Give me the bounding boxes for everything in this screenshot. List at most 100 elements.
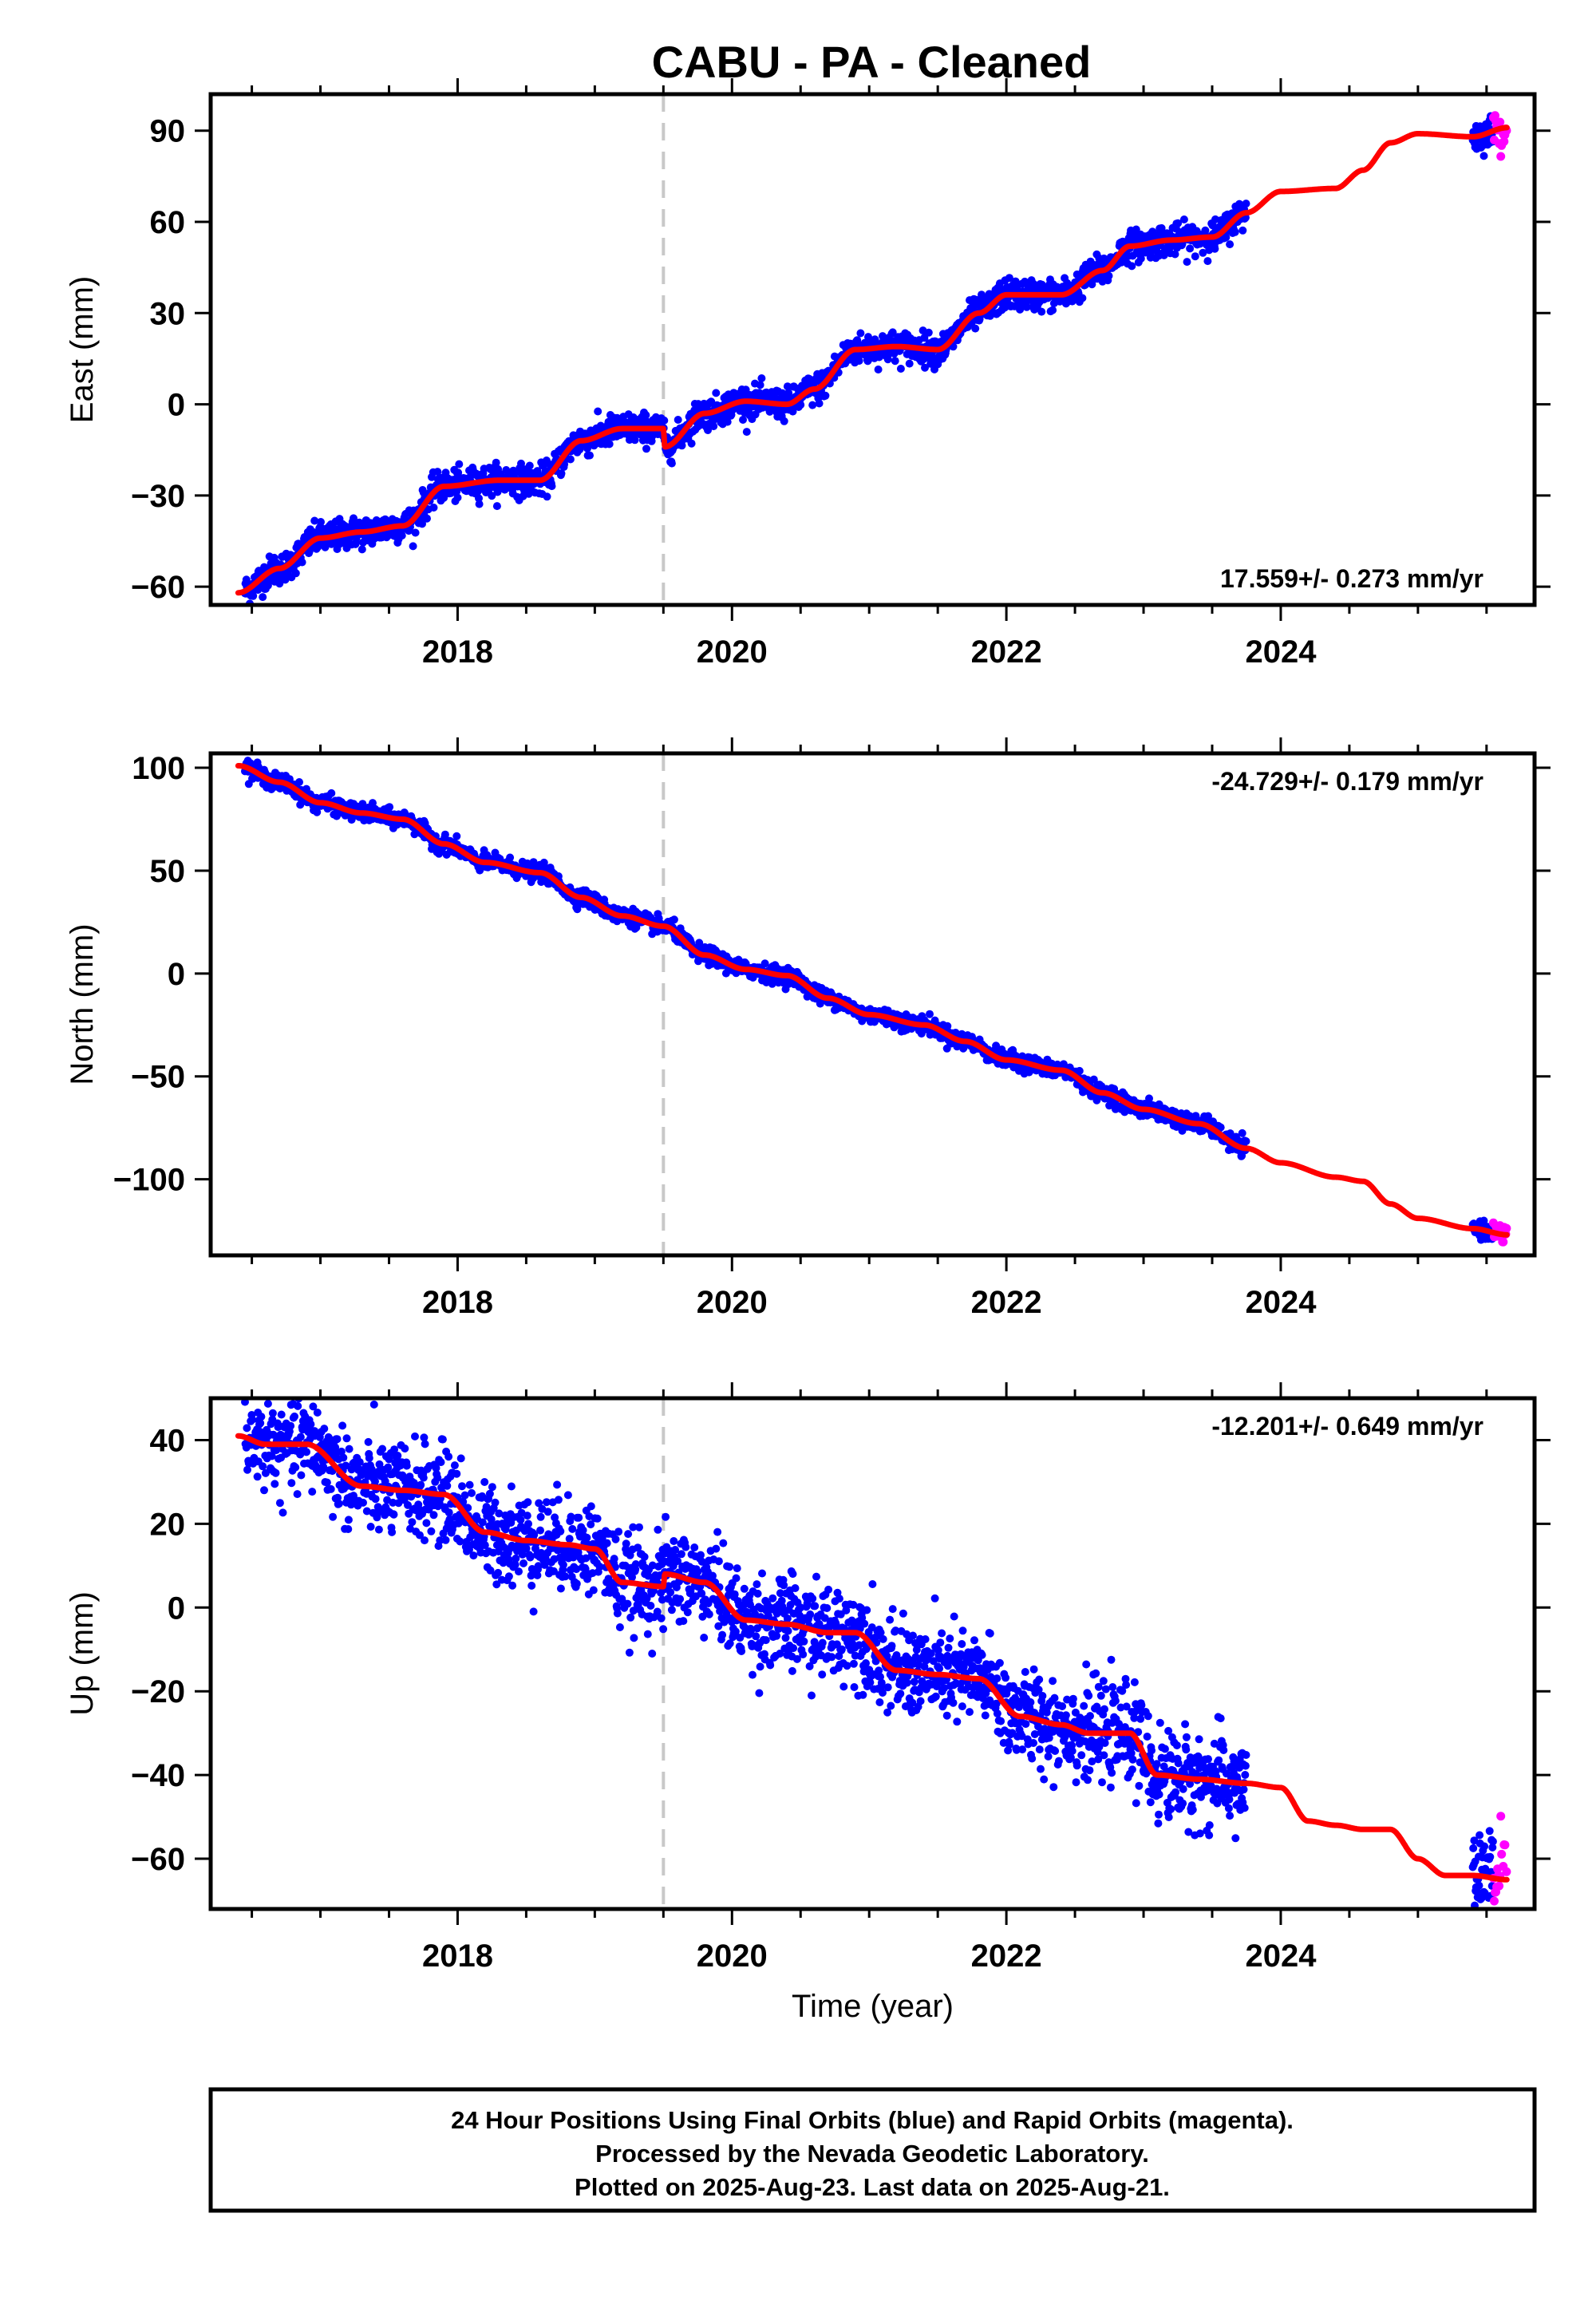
final-orbit-point [339, 1453, 348, 1462]
final-orbit-point [905, 359, 914, 368]
final-orbit-point [1479, 152, 1488, 160]
final-orbit-point [465, 1480, 474, 1489]
final-orbit-point [926, 1010, 934, 1018]
final-orbit-point [421, 1440, 429, 1448]
final-orbit-point [333, 1435, 342, 1444]
final-orbit-point [344, 1516, 353, 1524]
final-orbit-point [320, 1425, 329, 1433]
final-orbit-point [1174, 219, 1183, 227]
rapid-orbit-point [1495, 117, 1505, 127]
final-orbit-point [378, 1445, 387, 1453]
final-orbit-point [441, 1535, 450, 1544]
final-orbit-point [605, 440, 614, 449]
y-tick-label: −30 [131, 479, 185, 514]
final-orbit-point [437, 1458, 445, 1467]
final-orbit-point [271, 1468, 280, 1477]
final-orbit-point [452, 1469, 461, 1478]
final-orbit-point [280, 1383, 288, 1391]
final-orbit-point [297, 1471, 306, 1480]
plot-area [235, 1364, 1511, 1909]
final-orbit-point [757, 374, 766, 382]
final-orbit-point [780, 417, 788, 425]
final-orbit-point [429, 504, 438, 512]
y-tick-label: −60 [131, 1842, 185, 1877]
final-orbit-point [525, 461, 534, 470]
final-orbit-point [429, 1511, 438, 1520]
final-orbit-point [808, 401, 817, 409]
model-curve [235, 763, 1510, 1238]
final-orbit-point [291, 1364, 299, 1372]
x-tick-label: 2024 [1245, 634, 1317, 670]
final-orbit-point [275, 579, 284, 588]
final-orbit-point [409, 542, 417, 551]
final-orbit-point [815, 399, 824, 408]
final-orbit-point [924, 328, 933, 337]
final-orbit-point [389, 1510, 398, 1519]
final-orbit-point [302, 1448, 310, 1456]
final-orbit-point [1136, 255, 1145, 263]
final-orbit-point [971, 324, 980, 333]
final-orbit-point [1183, 258, 1191, 267]
final-orbit-point [401, 1445, 409, 1452]
y-tick-label: 0 [168, 1591, 185, 1626]
final-orbit-point [338, 1421, 347, 1430]
x-tick-label: 2018 [422, 1939, 493, 1974]
final-orbit-point [670, 915, 678, 924]
final-orbit-point [888, 328, 897, 337]
final-orbit-point [259, 1462, 267, 1471]
final-orbit-point [384, 1463, 393, 1472]
final-orbit-point [630, 436, 639, 445]
final-orbit-point [687, 439, 696, 448]
final-orbit-point [468, 1488, 476, 1497]
final-orbit-point [422, 1519, 431, 1528]
final-orbit-point [286, 1421, 295, 1430]
final-orbit-point [257, 1413, 266, 1421]
y-tick-label: 0 [168, 957, 185, 992]
final-orbit-point [344, 1525, 353, 1533]
final-orbit-point [739, 416, 747, 424]
final-orbit-point [342, 1434, 351, 1443]
final-orbit-point [874, 366, 883, 373]
final-orbit-point [294, 1401, 302, 1410]
final-orbit-point [374, 1525, 383, 1534]
final-orbit-point [296, 1433, 305, 1441]
final-orbit-point [1199, 248, 1207, 257]
final-orbit-point [408, 1518, 417, 1527]
x-tick-label: 2018 [422, 634, 493, 670]
final-orbit-point [438, 1435, 447, 1444]
final-orbit-point [488, 492, 496, 500]
final-orbit-point [411, 528, 420, 537]
final-orbit-point [1049, 306, 1057, 314]
rapid-orbit-point [1499, 136, 1509, 146]
final-orbit-point [321, 543, 330, 551]
final-orbit-point [365, 1454, 373, 1462]
final-orbit-point [388, 1528, 397, 1536]
x-tick-label: 2022 [971, 1285, 1042, 1320]
rapid-orbit-point [1496, 152, 1506, 161]
final-orbit-point [1157, 223, 1166, 232]
final-orbit-point [480, 1478, 489, 1486]
x-tick-label: 2022 [971, 1939, 1042, 1974]
final-orbit-point [1037, 307, 1046, 316]
y-tick-label: −50 [131, 1060, 185, 1095]
final-orbit-point [369, 1400, 378, 1409]
final-orbit-point [674, 416, 682, 424]
final-orbit-point [450, 1461, 459, 1470]
y-tick-label: 100 [132, 751, 185, 786]
final-orbit-point [475, 500, 484, 508]
plot-area [235, 94, 1511, 605]
final-orbit-point [1104, 271, 1113, 280]
final-orbit-point [275, 1388, 283, 1396]
final-orbit-point [366, 1523, 375, 1531]
final-orbit-point [1231, 227, 1239, 236]
final-orbit-point [402, 1461, 411, 1470]
y-tick-label: 40 [150, 1423, 186, 1458]
final-orbit-point [506, 853, 515, 862]
final-orbit-point [291, 569, 300, 578]
final-orbit-point [371, 1495, 380, 1504]
final-orbit-point [557, 469, 566, 478]
y-axis-label: Up (mm) [65, 1591, 100, 1716]
final-orbit-point [1238, 226, 1247, 235]
y-tick-label: 60 [150, 205, 186, 240]
final-orbit-point [723, 417, 732, 426]
